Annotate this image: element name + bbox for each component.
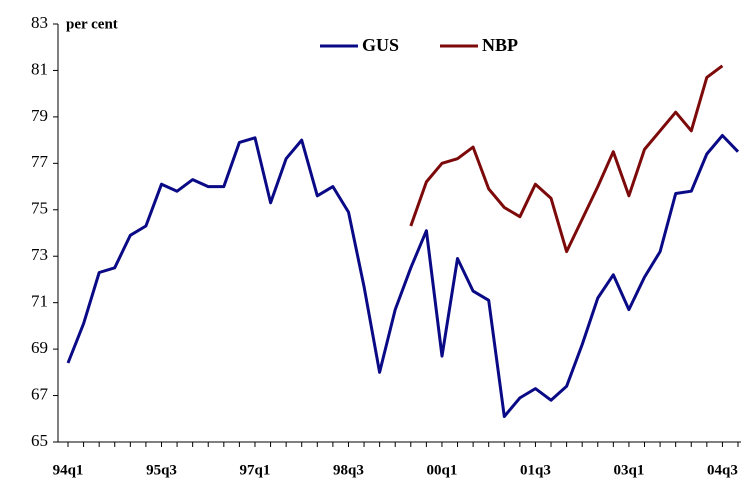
x-tick-label: 03q1 xyxy=(614,462,645,478)
y-tick-label: 79 xyxy=(31,106,48,125)
y-axis-label: per cent xyxy=(66,16,118,32)
x-tick-label: 04q3 xyxy=(707,462,738,478)
y-tick-label: 73 xyxy=(31,245,48,264)
y-tick-label: 71 xyxy=(31,292,48,311)
y-tick-label: 69 xyxy=(31,338,48,357)
y-tick-label: 67 xyxy=(31,384,49,403)
x-tick-label: 00q1 xyxy=(427,462,458,478)
x-tick-label: 01q3 xyxy=(520,462,551,478)
series-line xyxy=(409,64,724,254)
x-tick-label: 94q1 xyxy=(53,462,84,478)
y-tick-label: 81 xyxy=(31,59,48,78)
x-tick-label: 98q3 xyxy=(333,462,364,478)
series-line xyxy=(66,134,740,418)
x-tick-label: 95q3 xyxy=(146,462,177,478)
x-tick-label: 97q1 xyxy=(240,462,271,478)
legend-label: GUS xyxy=(362,35,399,55)
y-tick-label: 65 xyxy=(31,431,48,450)
y-tick-label: 75 xyxy=(31,199,48,218)
legend-label: NBP xyxy=(482,35,518,55)
y-tick-label: 83 xyxy=(31,13,48,32)
y-tick-label: 77 xyxy=(31,152,49,171)
